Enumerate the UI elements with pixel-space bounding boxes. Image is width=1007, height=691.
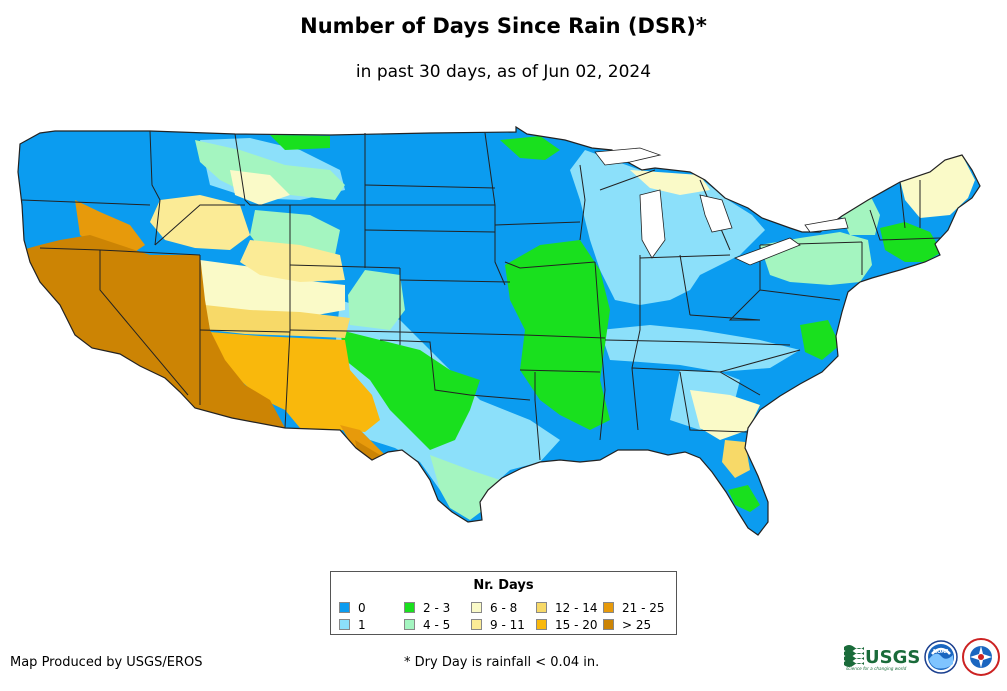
dsr-zone-6-8-days — [630, 170, 710, 195]
dsr-zone-15-20-days — [210, 332, 380, 432]
lake-michigan — [639, 189, 666, 259]
legend-swatch — [471, 602, 482, 613]
dsr-zone-2-3-days — [880, 222, 942, 262]
legend-label: 21 - 25 — [622, 601, 665, 615]
legend-title: Nr. Days — [473, 578, 534, 593]
usgs-wave-icon — [844, 645, 864, 667]
dsr-zone-6-8-days — [900, 155, 975, 218]
lake-superior — [594, 147, 662, 166]
legend-swatch — [404, 619, 415, 630]
legend-swatch — [536, 619, 547, 630]
legend-swatch — [603, 619, 614, 630]
dsr-zone-1-day — [570, 150, 765, 305]
dsr-zone-2-3-days — [270, 135, 330, 150]
legend-item: 15 - 20 — [536, 619, 598, 633]
map-credit: Map Produced by USGS/EROS — [10, 655, 203, 670]
legend-swatch — [404, 602, 415, 613]
legend-label: 15 - 20 — [555, 618, 598, 632]
map-title: Number of Days Since Rain (DSR)* — [300, 14, 707, 38]
map-subtitle: in past 30 days, as of Jun 02, 2024 — [355, 62, 652, 82]
legend-swatch — [603, 602, 614, 613]
usgs-wordmark: USGS — [865, 647, 919, 668]
noaa-logo[interactable]: NOAA — [924, 640, 958, 674]
dsr-zone-12-14-days — [722, 440, 750, 478]
dsr-zone-6-8-days — [198, 260, 345, 320]
great-lakes — [594, 147, 849, 266]
dsr-zone-9-11-days — [150, 195, 250, 250]
legend-swatch — [339, 619, 350, 630]
legend-item: 6 - 8 — [471, 602, 517, 616]
legend-swatch — [339, 602, 350, 613]
legend-label: 2 - 3 — [423, 601, 451, 615]
usgs-logo[interactable]: USGS science for a changing world — [843, 641, 919, 671]
legend-swatch — [536, 602, 547, 613]
dsr-zone-2-3-days — [340, 330, 480, 450]
legend-label: > 25 — [622, 618, 652, 632]
noaa-wordmark: NOAA — [933, 649, 949, 655]
lake-ontario — [804, 217, 849, 233]
legend-label: 12 - 14 — [555, 601, 598, 615]
dsr-zone-2-3-days — [800, 320, 840, 360]
dsr-zone-6-8-days — [230, 170, 290, 205]
dsr-zone-2-3-days — [728, 485, 760, 512]
us-days-since-rain-map — [17, 125, 981, 536]
dsr-zone-2-3-days — [500, 136, 560, 160]
legend-item: 12 - 14 — [536, 602, 598, 616]
lake-huron — [699, 194, 733, 233]
dsr-zone-4-5-days — [348, 270, 405, 330]
legend-item: 4 - 5 — [404, 619, 450, 633]
legend-item: 2 - 3 — [404, 602, 450, 616]
dsr-zone-9-11-days — [240, 240, 345, 282]
legend-swatch — [471, 619, 482, 630]
dsr-zone-12-14-days — [205, 305, 350, 338]
legend-item: 0 — [339, 602, 366, 616]
noaa-wave-icon — [929, 653, 953, 669]
legend-label: 0 — [358, 601, 366, 615]
legend-label: 4 - 5 — [423, 618, 451, 632]
legend: Nr. Days 0 1 2 - 3 4 - 5 6 - 8 9 - 11 12… — [330, 571, 677, 635]
dsr-zone-6-8-days — [690, 390, 760, 440]
lake-erie — [733, 237, 801, 266]
legend-item: 21 - 25 — [603, 602, 665, 616]
usgs-tagline: science for a changing world — [846, 666, 907, 671]
legend-label: 9 - 11 — [490, 618, 525, 632]
nws-logo[interactable] — [962, 638, 1000, 676]
dsr-zone-over-25-days — [22, 235, 285, 428]
dry-day-footnote: * Dry Day is rainfall < 0.04 in. — [404, 655, 600, 670]
legend-item: 1 — [339, 619, 366, 633]
legend-item: > 25 — [603, 619, 651, 633]
legend-label: 6 - 8 — [490, 601, 518, 615]
legend-item: 9 - 11 — [471, 619, 525, 633]
legend-label: 1 — [358, 618, 366, 632]
state-boundaries — [17, 125, 981, 536]
dsr-zone-2-3-days — [505, 240, 610, 430]
dsr-zone-1-day — [600, 325, 800, 372]
dsr-zone-4-5-days — [195, 140, 345, 200]
